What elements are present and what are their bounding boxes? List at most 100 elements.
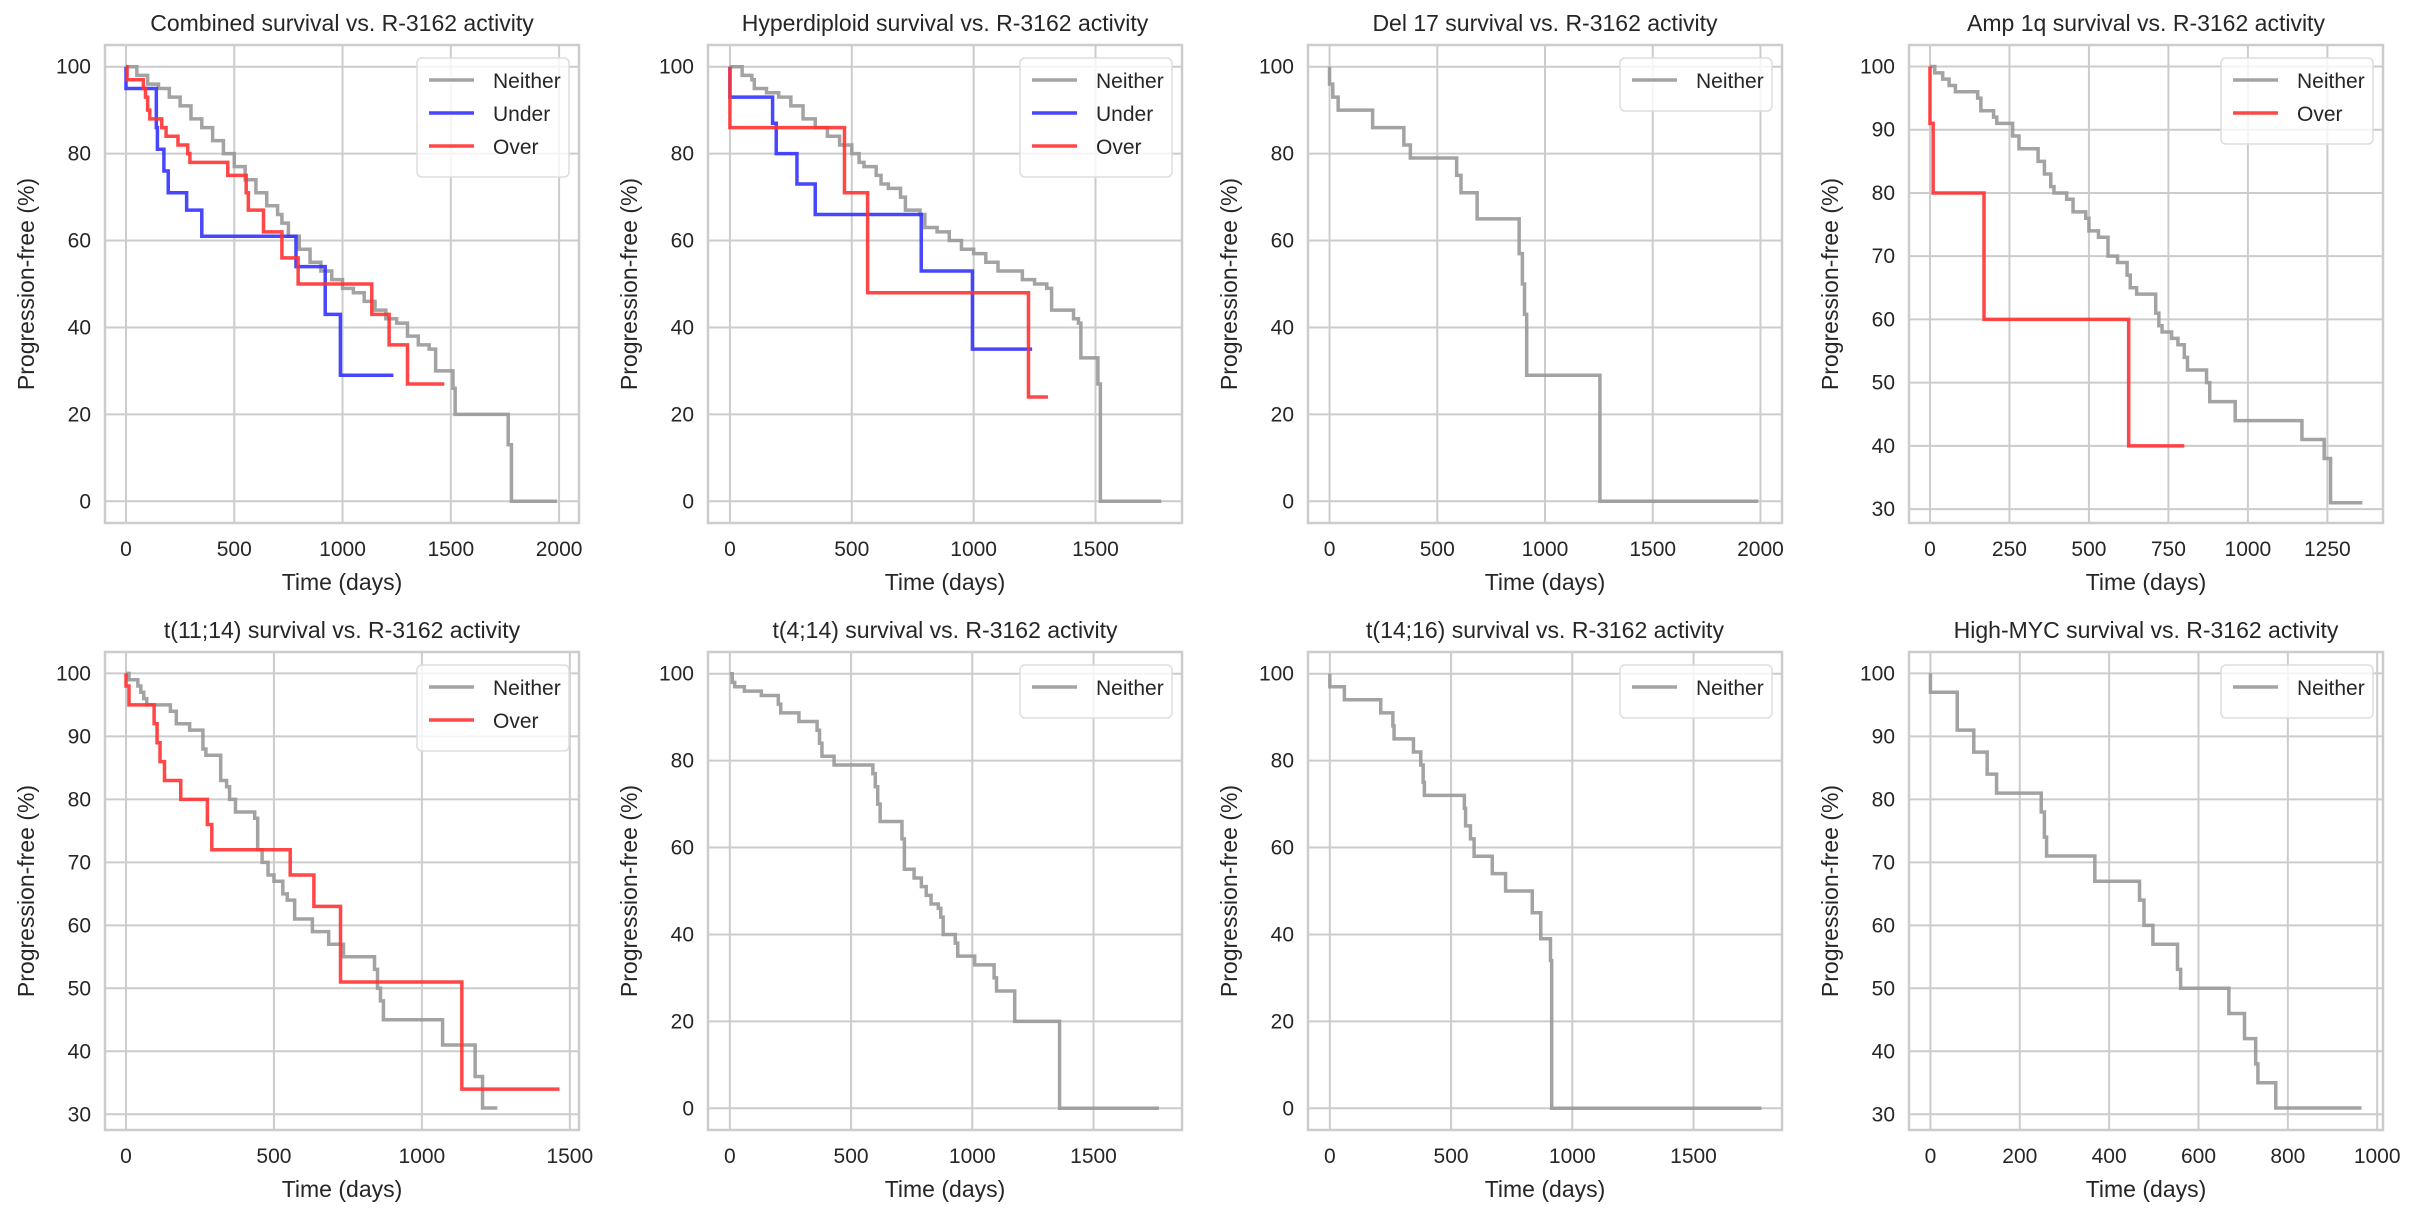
y-tick-label: 100 (1259, 663, 1294, 686)
legend-label: Over (1096, 136, 1142, 159)
y-tick-label: 80 (68, 788, 91, 811)
x-tick-label: 1000 (319, 538, 366, 561)
y-tick-label: 100 (1860, 55, 1895, 78)
x-axis-label: Time (days) (885, 569, 1006, 595)
series-line-neither (729, 64, 1162, 504)
y-tick-label: 20 (1271, 1010, 1294, 1033)
y-tick-label: 20 (68, 403, 91, 426)
x-axis-label: Time (days) (885, 1176, 1006, 1202)
chart-panel-5: t(11;14) survival vs. R-3162 activity 0 50… (13, 617, 593, 1202)
x-axis-label: Time (days) (2086, 1176, 2207, 1202)
legend: Neither Under Over (416, 57, 570, 178)
y-tick-label: 100 (56, 662, 91, 685)
legend-label: Neither (1696, 70, 1764, 93)
legend-label: Over (493, 710, 539, 733)
x-tick-label: 1500 (427, 538, 474, 561)
x-axis-label: Time (days) (282, 569, 403, 595)
y-tick-label: 100 (1259, 56, 1294, 79)
y-tick-label: 60 (1271, 837, 1294, 860)
series-line-neither (1929, 64, 2363, 505)
chart-title: t(11;14) survival vs. R-3162 activity (164, 617, 521, 643)
x-axis-label: Time (days) (1485, 1176, 1606, 1202)
chart-panel-8: High-MYC survival vs. R-3162 activity 0 20… (1817, 617, 2401, 1202)
plot-frame (103, 43, 581, 525)
y-axis-label: Progression-free (%) (616, 178, 642, 390)
y-tick-label: 90 (1872, 119, 1895, 142)
y-tick-label: 30 (1872, 498, 1895, 521)
x-tick-label: 0 (120, 538, 132, 561)
legend: Neither (2220, 664, 2374, 719)
x-axis-label: Time (days) (1485, 569, 1606, 595)
series-line-over (125, 64, 445, 386)
y-tick-label: 20 (671, 403, 694, 426)
legend: Neither (1619, 57, 1773, 112)
x-tick-label: 0 (724, 538, 736, 561)
series-line-under (728, 66, 1033, 351)
y-tick-label: 40 (671, 316, 694, 339)
y-tick-label: 40 (68, 1040, 91, 1063)
legend-label: Neither (1696, 677, 1764, 700)
series-line-over (124, 673, 560, 1091)
y-tick-label: 0 (1282, 490, 1294, 513)
y-tick-label: 60 (1271, 230, 1294, 253)
x-tick-label: 800 (2270, 1145, 2305, 1168)
y-tick-label: 70 (1872, 851, 1895, 874)
x-tick-label: 200 (2002, 1145, 2037, 1168)
x-tick-label: 1000 (2225, 538, 2272, 561)
plot-frame (1907, 650, 2385, 1132)
legend-box (1619, 664, 1773, 719)
x-tick-label: 1500 (1629, 538, 1676, 561)
plot-frame (706, 43, 1184, 525)
chart-panel-3: Del 17 survival vs. R-3162 activity 0 500 1… (1216, 10, 1784, 595)
legend: Neither Over (416, 664, 570, 752)
series-line-neither (126, 671, 498, 1110)
legend: Neither Under Over (1019, 57, 1173, 178)
x-tick-label: 1000 (2354, 1145, 2401, 1168)
legend-label: Over (2297, 103, 2343, 126)
legend-label: Neither (1096, 70, 1164, 93)
y-tick-label: 100 (659, 56, 694, 79)
y-tick-label: 80 (671, 143, 694, 166)
x-tick-label: 500 (1434, 1145, 1469, 1168)
y-tick-label: 30 (68, 1103, 91, 1126)
y-tick-label: 20 (1271, 403, 1294, 426)
x-tick-label: 0 (1924, 538, 1936, 561)
y-tick-label: 50 (68, 977, 91, 1000)
plot-frame (1907, 43, 2385, 525)
x-tick-label: 0 (1925, 1145, 1937, 1168)
y-tick-label: 90 (1872, 725, 1895, 748)
y-tick-label: 0 (1282, 1097, 1294, 1120)
y-tick-label: 80 (1271, 750, 1294, 773)
y-tick-label: 100 (56, 56, 91, 79)
x-tick-label: 1000 (1522, 538, 1569, 561)
x-tick-label: 0 (120, 1145, 132, 1168)
y-axis-label: Progression-free (%) (1817, 178, 1843, 390)
chart-panel-2: Hyperdiploid survival vs. R-3162 activit… (616, 10, 1184, 595)
y-tick-label: 80 (68, 143, 91, 166)
x-tick-label: 500 (1420, 538, 1455, 561)
chart-panel-1: Combined survival vs. R-3162 activity 0 50… (13, 10, 582, 595)
y-tick-label: 80 (671, 750, 694, 773)
x-tick-label: 500 (834, 538, 869, 561)
y-axis-label: Progression-free (%) (1216, 785, 1242, 997)
y-tick-label: 60 (1872, 308, 1895, 331)
y-tick-label: 40 (671, 923, 694, 946)
y-tick-label: 50 (1872, 977, 1895, 1000)
legend-box (1619, 57, 1773, 112)
y-tick-label: 0 (682, 1097, 694, 1120)
y-tick-label: 100 (659, 663, 694, 686)
legend-label: Over (493, 136, 539, 159)
x-tick-label: 400 (2092, 1145, 2127, 1168)
x-tick-label: 250 (1992, 538, 2027, 561)
legend-label: Neither (493, 70, 561, 93)
x-tick-label: 500 (834, 1145, 869, 1168)
legend-label: Neither (2297, 70, 2365, 93)
x-tick-label: 0 (1324, 1145, 1336, 1168)
x-tick-label: 1000 (1549, 1145, 1596, 1168)
y-tick-label: 0 (682, 490, 694, 513)
y-tick-label: 70 (1872, 245, 1895, 268)
y-tick-label: 40 (1271, 316, 1294, 339)
x-axis-label: Time (days) (2086, 569, 2207, 595)
